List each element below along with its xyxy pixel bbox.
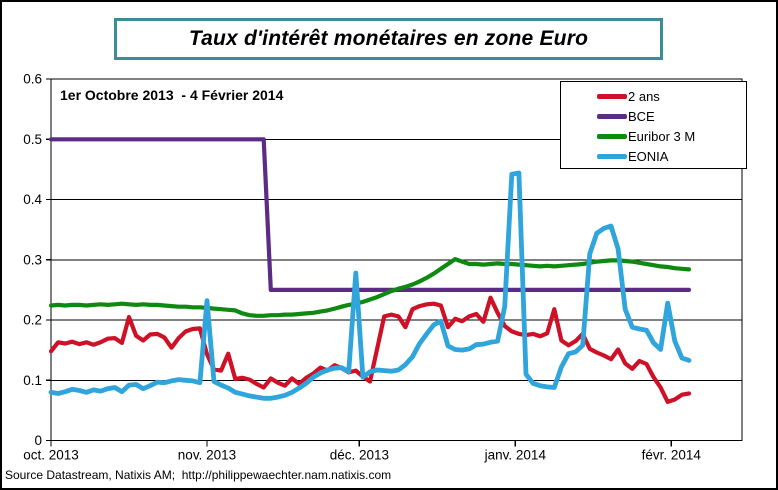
legend-swatch-eonia <box>597 153 627 159</box>
y-axis-label: 0.4 <box>23 192 42 207</box>
x-axis-label: févr. 2014 <box>642 448 702 463</box>
y-axis-label: 0.2 <box>23 313 42 328</box>
legend-swatch-bce <box>597 113 627 119</box>
y-axis-label: 0.1 <box>23 373 42 388</box>
x-axis-label: déc. 2013 <box>330 448 389 463</box>
y-axis-label: 0.6 <box>23 72 42 87</box>
date-range-annotation: 1er Octobre 2013 - 4 Février 2014 <box>60 87 284 103</box>
source-text: Source Datastream, Natixis AM; http://ph… <box>5 468 392 482</box>
legend-item: Euribor 3 M <box>561 126 746 146</box>
chart-title-box: Taux d'intérêt monétaires en zone Euro <box>114 18 663 60</box>
legend-label: Euribor 3 M <box>628 128 696 144</box>
x-axis-label: oct. 2013 <box>23 448 79 463</box>
x-axis-label: janv. 2014 <box>484 448 547 463</box>
legend-swatch-euribor-3-m <box>597 133 627 139</box>
x-axis-label: nov. 2013 <box>178 448 236 463</box>
legend-label: BCE <box>628 108 655 124</box>
series-line-euribor-3-m <box>48 257 692 318</box>
legend-label: 2 ans <box>628 88 660 104</box>
chart-title: Taux d'intérêt monétaires en zone Euro <box>188 27 589 50</box>
series-line-eonia <box>48 170 692 401</box>
legend-item: EONIA <box>561 146 746 166</box>
series-line-bce <box>48 137 692 292</box>
legend-swatch-2-ans <box>597 93 627 99</box>
legend-item: 2 ans <box>561 86 746 106</box>
legend-item: BCE <box>561 106 746 126</box>
legend-label: EONIA <box>628 148 669 164</box>
y-axis-label: 0.3 <box>23 252 42 267</box>
y-axis-label: 0.5 <box>23 132 42 147</box>
y-axis-label: 0 <box>34 433 42 448</box>
legend: 2 ans BCE Euribor 3 M EONIA <box>560 81 747 169</box>
